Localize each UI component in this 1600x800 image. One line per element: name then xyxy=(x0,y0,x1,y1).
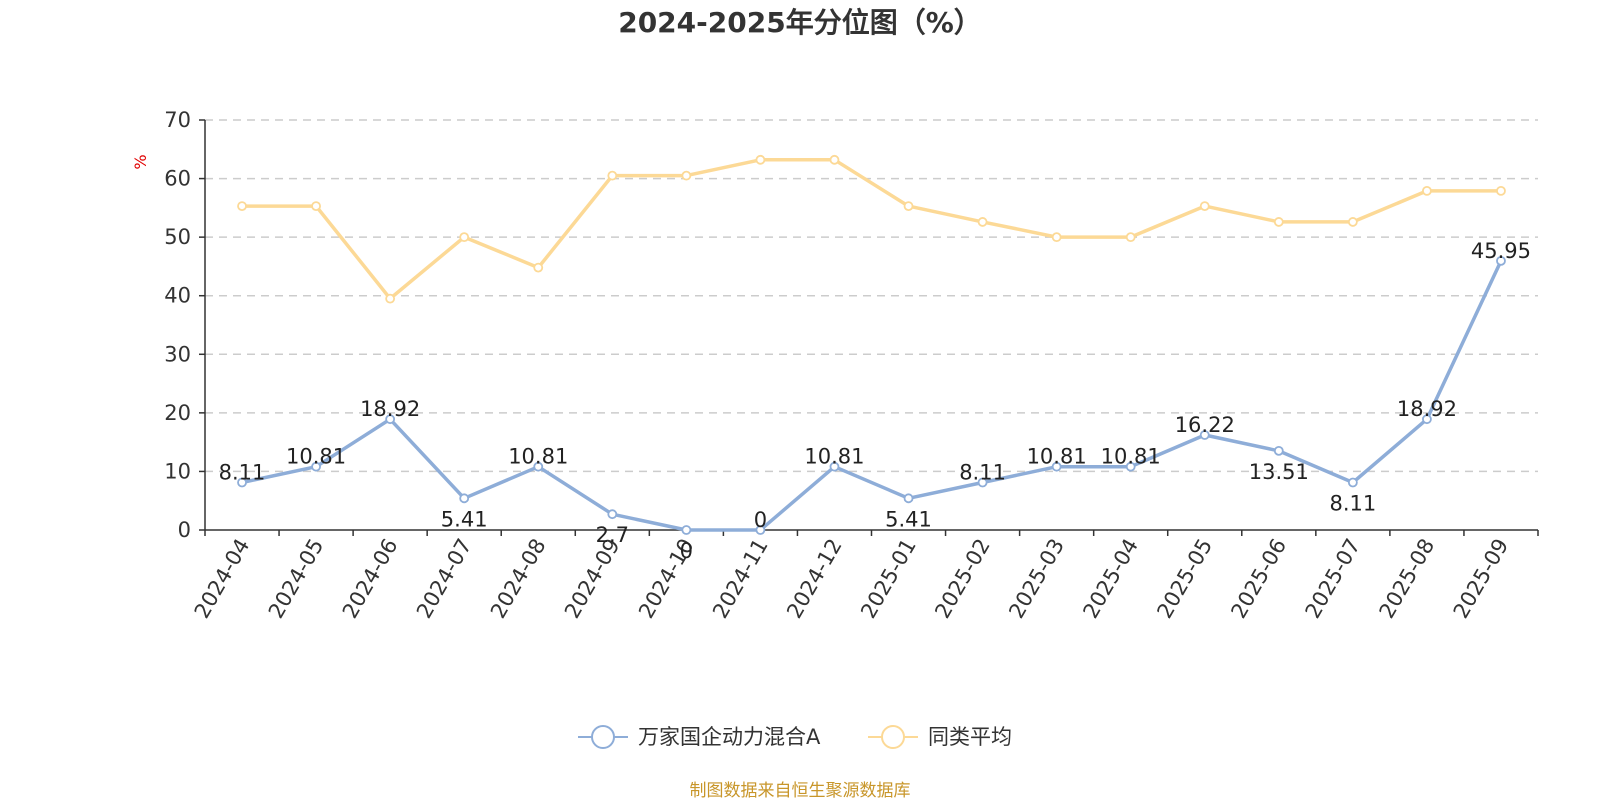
data-label-2024-08: 10.81 xyxy=(508,445,568,469)
data-label-2025-05: 16.22 xyxy=(1175,413,1235,437)
average-point-2024-09 xyxy=(607,170,618,181)
average-point-2024-12 xyxy=(829,154,840,165)
y-axis-label: % xyxy=(131,154,150,169)
x-tick-label-2024-04: 2024-04 xyxy=(190,535,255,623)
average-point-2025-03 xyxy=(1051,232,1062,243)
average-point-2025-08 xyxy=(1422,185,1432,196)
x-tick-label-2024-06: 2024-06 xyxy=(338,535,403,623)
data-label-2025-03: 10.81 xyxy=(1027,445,1087,469)
x-tick-label-2025-06: 2025-06 xyxy=(1226,535,1291,623)
average-point-2024-11 xyxy=(755,154,766,165)
data-label-2025-08: 18.92 xyxy=(1397,397,1457,421)
fund-point-2025-05 xyxy=(1199,430,1210,440)
x-tick-label-2024-05: 2024-05 xyxy=(264,535,329,623)
average-point-2024-06 xyxy=(385,293,396,304)
x-tick-label-2025-07: 2025-07 xyxy=(1301,535,1366,623)
fund-point-2024-08 xyxy=(533,461,544,472)
x-tick-label-2025-09: 2025-09 xyxy=(1449,535,1514,623)
x-tick-label-2024-12: 2024-12 xyxy=(782,535,847,623)
data-label-layer: 8.11 10.81 18.92 5.41 10.81 2.7 0 0 10.81 5.41 8.1… xyxy=(219,239,1531,563)
data-label-2024-10: 0 xyxy=(680,539,693,563)
x-tick-label-2025-08: 2025-08 xyxy=(1375,535,1440,623)
data-label-2025-09: 45.95 xyxy=(1471,239,1531,263)
data-label-2025-07: 8.11 xyxy=(1329,491,1376,515)
x-tick-label-2024-09: 2024-09 xyxy=(560,535,625,623)
x-tick-label-2024-11: 2024-11 xyxy=(708,535,773,623)
data-label-2024-11: 0 xyxy=(754,508,767,532)
data-label-2024-07: 5.41 xyxy=(441,507,488,531)
average-point-2025-06 xyxy=(1273,217,1284,227)
y-tick-label-60: 60 xyxy=(164,167,191,191)
chart-title: 2024-2025年分位图（%） xyxy=(618,6,982,39)
y-tick-label-50: 50 xyxy=(164,225,191,249)
legend-fund-marker xyxy=(591,725,615,749)
fund-point-2024-09 xyxy=(607,509,618,520)
data-label-2024-12: 10.81 xyxy=(804,445,864,469)
x-tick-label-2025-02: 2025-02 xyxy=(930,534,995,622)
series-layer xyxy=(237,154,1506,535)
fund-point-2025-04 xyxy=(1125,461,1136,472)
x-tick-label-2025-05: 2025-05 xyxy=(1152,535,1217,623)
average-point-2024-05 xyxy=(311,201,321,212)
data-label-2024-09: 2.7 xyxy=(596,523,629,547)
fund-point-2025-08 xyxy=(1422,414,1432,425)
average-point-2025-01 xyxy=(903,201,914,212)
average-point-2025-04 xyxy=(1125,232,1136,243)
data-label-2025-04: 10.81 xyxy=(1101,445,1161,469)
source-note: 制图数据来自恒生聚源数据库 xyxy=(690,781,911,800)
data-label-2024-04: 8.11 xyxy=(219,460,266,484)
average-point-2024-08 xyxy=(533,262,544,273)
fund-point-2024-04 xyxy=(237,477,247,488)
legend-average-label: 同类平均 xyxy=(928,725,1012,749)
y-tick-label-10: 10 xyxy=(164,459,191,483)
average-point-2025-07 xyxy=(1347,217,1358,227)
data-label-2025-06: 13.51 xyxy=(1249,460,1309,484)
data-label-2024-05: 10.81 xyxy=(286,445,346,469)
series-line-fund xyxy=(241,260,1503,532)
fund-point-2024-11 xyxy=(755,525,766,535)
fund-point-2025-01 xyxy=(903,493,914,504)
fund-point-2024-12 xyxy=(829,461,840,472)
fund-point-2025-06 xyxy=(1273,445,1284,456)
fund-point-2025-07 xyxy=(1347,477,1358,488)
x-tick-label-2025-04: 2025-04 xyxy=(1078,535,1143,623)
average-point-2025-02 xyxy=(977,217,988,227)
x-tick-label-2025-03: 2025-03 xyxy=(1004,535,1069,623)
y-tick-label-20: 20 xyxy=(164,401,191,425)
fund-point-2024-10 xyxy=(681,525,692,535)
fund-point-2025-03 xyxy=(1051,461,1062,472)
legend-item-average[interactable]: 同类平均 xyxy=(868,725,1012,749)
legend-fund-label: 万家国企动力混合A xyxy=(638,725,821,749)
average-point-2024-07 xyxy=(459,232,470,243)
average-point-2024-10 xyxy=(681,170,692,181)
y-tick-label-0: 0 xyxy=(178,518,191,542)
fund-point-2024-07 xyxy=(459,493,470,504)
fund-point-2025-02 xyxy=(977,477,988,488)
legend: 万家国企动力混合A 同类平均 xyxy=(578,725,1012,749)
y-tick-label-70: 70 xyxy=(164,108,191,132)
average-point-2024-04 xyxy=(237,201,247,212)
average-point-2025-09 xyxy=(1496,185,1506,196)
y-tick-label-40: 40 xyxy=(164,284,191,308)
legend-item-fund[interactable]: 万家国企动力混合A xyxy=(578,725,821,749)
y-tick-label-30: 30 xyxy=(164,342,191,366)
data-label-2025-01: 5.41 xyxy=(885,507,932,531)
fund-point-2024-06 xyxy=(385,414,396,425)
grid-layer xyxy=(205,119,1538,473)
fund-point-2025-09 xyxy=(1496,255,1506,266)
x-tick-label-2025-01: 2025-01 xyxy=(856,535,921,623)
data-label-2025-02: 8.11 xyxy=(959,460,1006,484)
fund-point-2024-05 xyxy=(311,461,321,472)
x-tick-label-2024-07: 2024-07 xyxy=(412,535,477,623)
series-line-average xyxy=(242,158,1501,301)
legend-average-marker xyxy=(881,725,905,749)
data-label-2024-06: 18.92 xyxy=(360,397,420,421)
x-tick-label-2024-08: 2024-08 xyxy=(486,535,551,623)
average-point-2025-05 xyxy=(1199,201,1210,212)
